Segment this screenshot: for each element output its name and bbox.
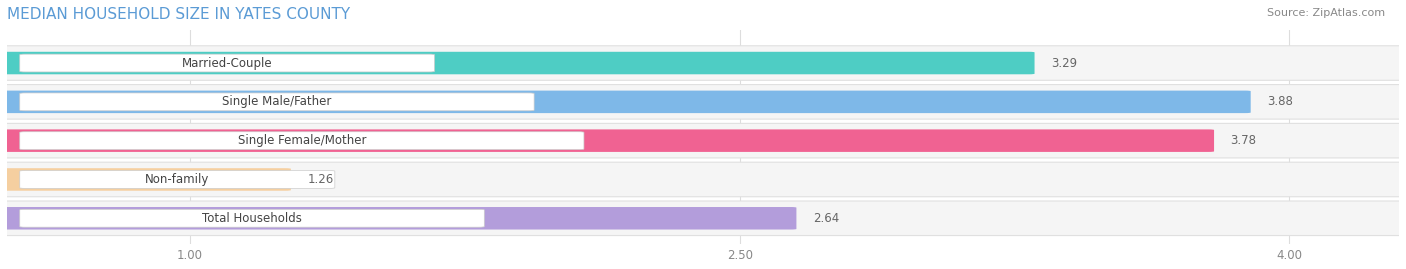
FancyBboxPatch shape	[20, 54, 434, 72]
Text: Non-family: Non-family	[145, 173, 209, 186]
FancyBboxPatch shape	[20, 132, 583, 150]
Text: Single Male/Father: Single Male/Father	[222, 95, 332, 108]
FancyBboxPatch shape	[0, 84, 1406, 119]
Text: 1.26: 1.26	[308, 173, 333, 186]
FancyBboxPatch shape	[1, 91, 1251, 113]
FancyBboxPatch shape	[1, 168, 291, 191]
Text: 2.64: 2.64	[813, 212, 839, 225]
FancyBboxPatch shape	[20, 93, 534, 111]
FancyBboxPatch shape	[0, 46, 1406, 80]
Text: Single Female/Mother: Single Female/Mother	[238, 134, 366, 147]
FancyBboxPatch shape	[20, 171, 335, 188]
FancyBboxPatch shape	[20, 209, 484, 227]
Text: 3.29: 3.29	[1052, 56, 1077, 70]
Text: Total Households: Total Households	[202, 212, 302, 225]
FancyBboxPatch shape	[1, 207, 796, 229]
Text: MEDIAN HOUSEHOLD SIZE IN YATES COUNTY: MEDIAN HOUSEHOLD SIZE IN YATES COUNTY	[7, 7, 350, 22]
FancyBboxPatch shape	[0, 162, 1406, 197]
FancyBboxPatch shape	[0, 201, 1406, 236]
FancyBboxPatch shape	[1, 52, 1035, 74]
Text: Married-Couple: Married-Couple	[181, 56, 273, 70]
FancyBboxPatch shape	[0, 123, 1406, 158]
Text: 3.78: 3.78	[1230, 134, 1257, 147]
FancyBboxPatch shape	[1, 129, 1213, 152]
Text: 3.88: 3.88	[1267, 95, 1294, 108]
Text: Source: ZipAtlas.com: Source: ZipAtlas.com	[1267, 8, 1385, 18]
